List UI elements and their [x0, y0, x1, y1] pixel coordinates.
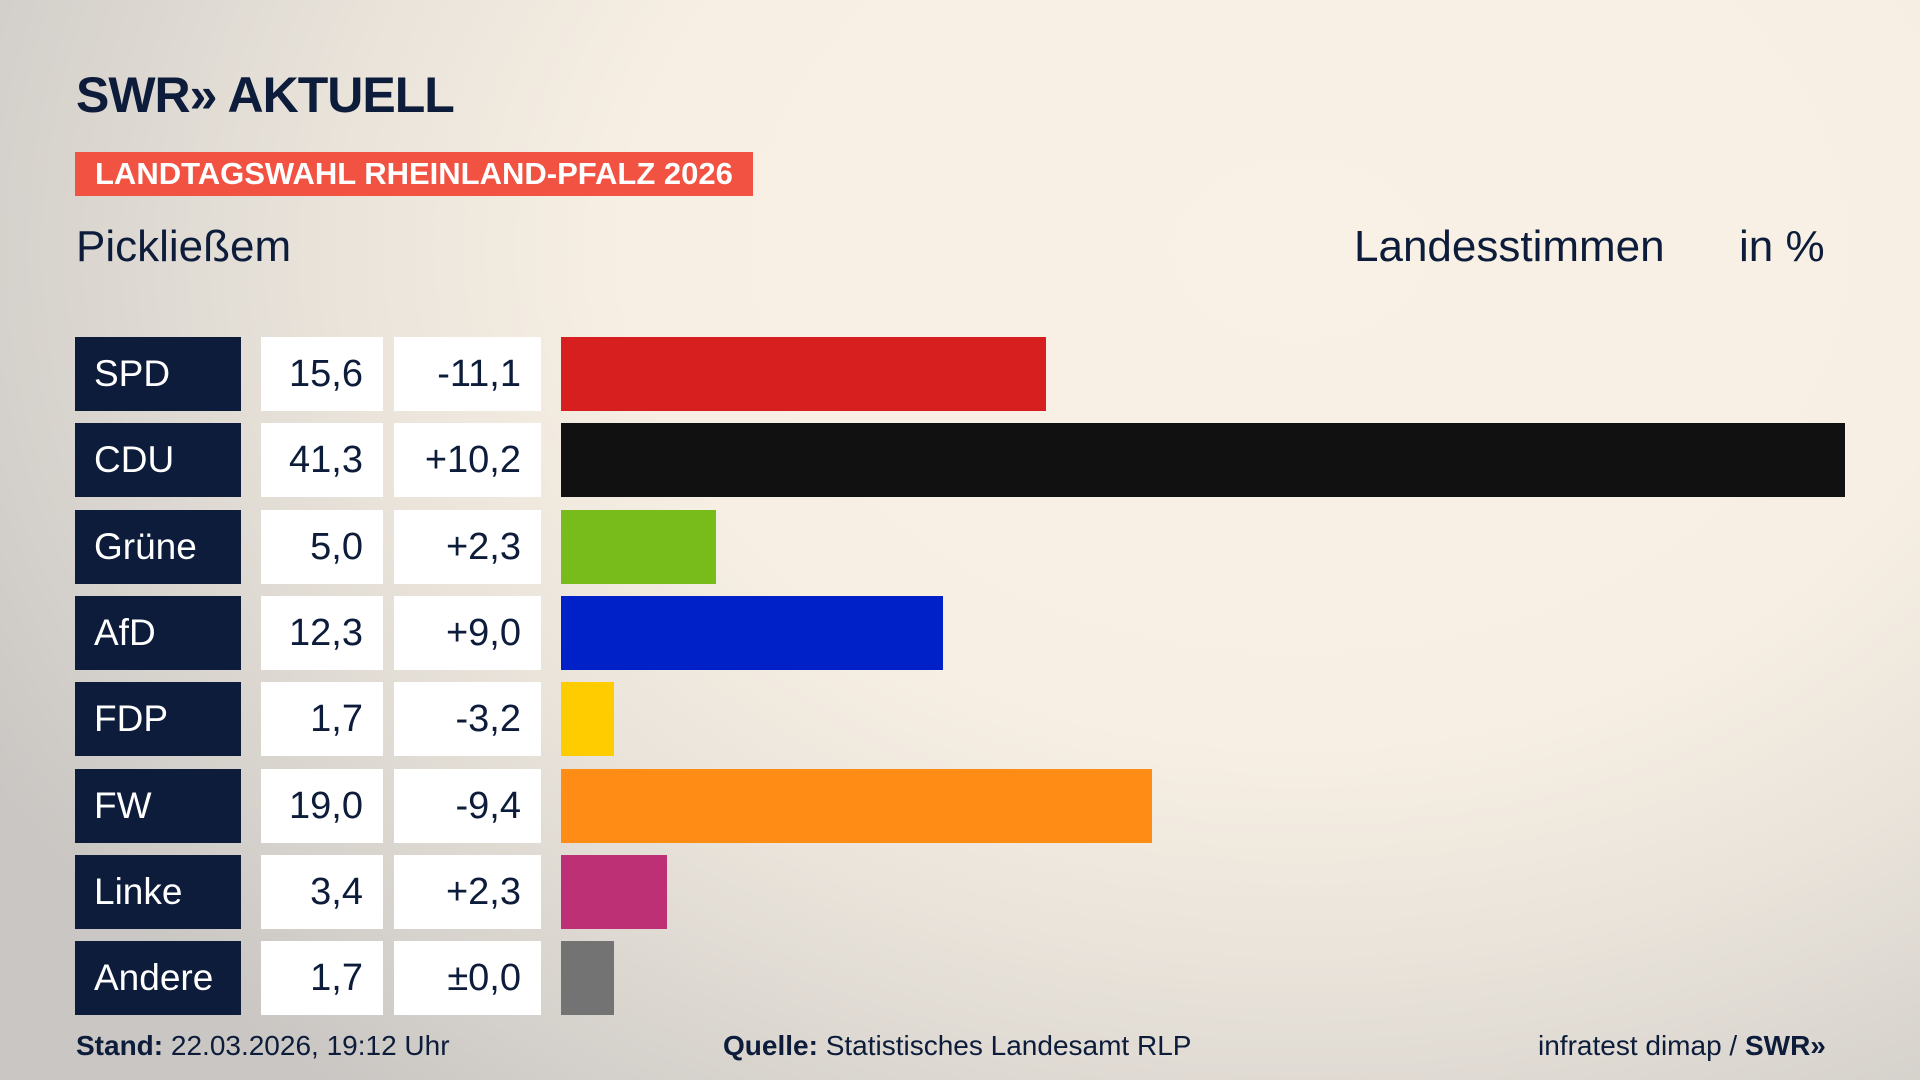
party-label: Andere	[75, 941, 241, 1016]
bar	[561, 854, 667, 929]
timestamp: Stand: 22.03.2026, 19:12 Uhr	[76, 1030, 450, 1062]
diff-label: -9,4	[394, 768, 541, 843]
party-label: SPD	[75, 337, 241, 411]
diff-label: +2,3	[394, 509, 541, 584]
bar	[561, 941, 614, 1016]
location-title: Pickließem	[76, 222, 292, 271]
value-label: 1,7	[261, 941, 383, 1016]
diff-label: +2,3	[394, 854, 541, 929]
diff-label: ±0,0	[394, 941, 541, 1016]
swr-aktuell-logo: SWR» AKTUELL	[76, 67, 455, 123]
value-label: 5,0	[261, 509, 383, 584]
party-label: Grüne	[75, 509, 241, 584]
bar	[561, 682, 614, 757]
credit-text: infratest dimap /	[1538, 1030, 1745, 1061]
bar	[561, 768, 1152, 843]
diff-label: +9,0	[394, 595, 541, 670]
value-label: 19,0	[261, 768, 383, 843]
source-label: Quelle:	[723, 1030, 818, 1061]
party-label: FW	[75, 768, 241, 843]
stand-value: 22.03.2026, 19:12 Uhr	[170, 1030, 450, 1061]
party-label: CDU	[75, 423, 241, 498]
bar	[561, 595, 944, 670]
party-label: Linke	[75, 854, 241, 929]
credit: infratest dimap / SWR»	[1538, 1030, 1826, 1062]
value-label: 15,6	[261, 337, 383, 411]
diff-label: -11,1	[394, 337, 541, 411]
diff-label: -3,2	[394, 682, 541, 757]
value-label: 12,3	[261, 595, 383, 670]
swr-logo-small: SWR»	[1744, 1030, 1826, 1061]
diff-label: +10,2	[394, 423, 541, 498]
stand-label: Stand:	[76, 1030, 164, 1061]
value-label: 1,7	[261, 682, 383, 757]
party-label: FDP	[75, 682, 241, 757]
source-value: Statistisches Landesamt RLP	[825, 1030, 1192, 1061]
value-label: 41,3	[261, 423, 383, 498]
source: Quelle: Statistisches Landesamt RLP	[723, 1030, 1191, 1062]
bar	[561, 337, 1046, 411]
vote-type-label: Landesstimmen	[1354, 222, 1665, 271]
unit-label: in %	[1739, 222, 1825, 271]
value-label: 3,4	[261, 854, 383, 929]
election-banner: LANDTAGSWAHL RHEINLAND-PFALZ 2026	[75, 152, 753, 196]
bar	[561, 423, 1845, 498]
party-label: AfD	[75, 595, 241, 670]
bar	[561, 509, 717, 584]
